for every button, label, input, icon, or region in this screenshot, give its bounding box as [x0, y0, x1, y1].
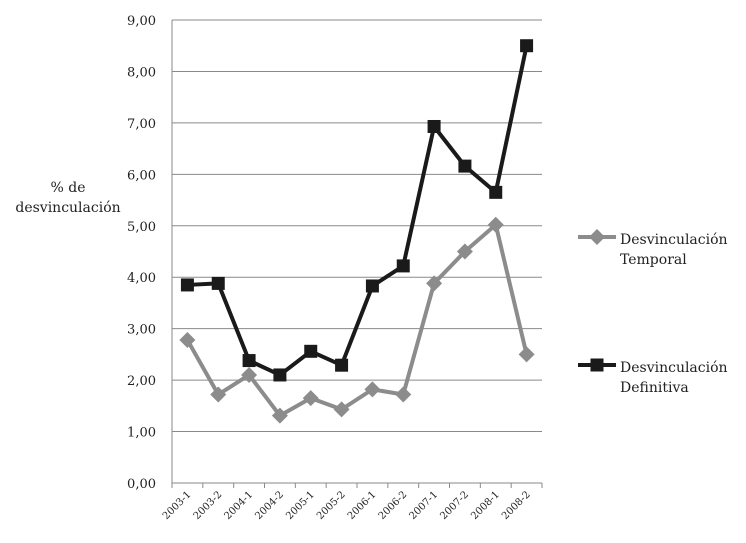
- y-tick-label: 4,00: [127, 271, 156, 286]
- data-point: [458, 159, 472, 173]
- data-point: [273, 368, 287, 382]
- x-tick-label: 2008-2: [500, 489, 533, 522]
- legend-marker: [590, 358, 604, 372]
- data-point: [489, 185, 503, 199]
- x-tick-label: 2003-2: [192, 489, 225, 522]
- x-tick-label: 2008-1: [469, 489, 502, 522]
- legend-label-line: Temporal: [620, 252, 687, 268]
- data-point: [241, 366, 258, 383]
- data-point: [304, 344, 318, 358]
- x-tick-label: 2005-2: [315, 489, 348, 522]
- data-point: [518, 346, 535, 363]
- data-point: [395, 386, 412, 403]
- y-axis-label: % de desvinculación: [15, 180, 120, 216]
- x-tick-label: 2005-1: [284, 489, 317, 522]
- x-tick-label: 2003-1: [161, 489, 194, 522]
- data-point: [179, 331, 196, 348]
- data-point: [427, 119, 441, 133]
- data-point: [271, 407, 288, 424]
- data-point: [426, 275, 443, 292]
- y-axis-label-line: % de: [51, 180, 86, 196]
- legend-item-temporal: Desvinculación Temporal: [578, 229, 728, 268]
- data-point: [242, 354, 256, 368]
- x-tick-label: 2007-1: [408, 489, 441, 522]
- gridlines: [172, 19, 542, 484]
- data-point: [365, 279, 379, 293]
- data-point: [210, 386, 227, 403]
- data-point: [487, 216, 504, 233]
- series-group: [179, 39, 535, 424]
- data-point: [396, 259, 410, 273]
- y-tick-labels: 0,00 1,00 2,00 3,00 4,00 5,00 6,00 7,00 8,00 9,00: [127, 14, 156, 492]
- y-tick-label: 0,00: [127, 477, 156, 492]
- data-point: [456, 243, 473, 260]
- data-point: [335, 358, 349, 372]
- x-tick-label: 2004-2: [253, 489, 286, 522]
- y-axis-label-line: desvinculación: [15, 200, 120, 216]
- data-point: [302, 390, 319, 407]
- y-tick-label: 3,00: [127, 323, 156, 338]
- series-line: [187, 45, 529, 377]
- axes: [171, 20, 543, 488]
- legend-label-line: Desvinculación: [620, 360, 728, 376]
- y-tick-label: 2,00: [127, 374, 156, 389]
- legend-label-line: Definitiva: [620, 380, 689, 396]
- data-point: [520, 39, 534, 53]
- y-tick-label: 8,00: [127, 65, 156, 80]
- series-temporal: [179, 216, 535, 424]
- y-tick-label: 6,00: [127, 168, 156, 183]
- legend-item-definitiva: Desvinculación Definitiva: [578, 358, 728, 396]
- series-line: [185, 222, 529, 418]
- y-tick-label: 1,00: [127, 426, 156, 441]
- x-tick-label: 2006-2: [377, 489, 410, 522]
- data-point: [180, 278, 194, 292]
- x-tick-label: 2004-1: [223, 489, 256, 522]
- data-point: [364, 381, 381, 398]
- data-point: [211, 276, 225, 290]
- data-point: [333, 401, 350, 418]
- legend: Desvinculación Temporal Desvinculación Defi…: [578, 229, 728, 396]
- y-tick-label: 9,00: [127, 14, 156, 29]
- legend-marker: [589, 229, 605, 245]
- x-tick-label: 2007-2: [438, 489, 471, 522]
- x-tick-labels: 2003-12003-22004-12004-22005-12005-22006…: [161, 489, 533, 522]
- x-tick-label: 2006-1: [346, 489, 379, 522]
- y-tick-label: 7,00: [127, 117, 156, 132]
- y-tick-label: 5,00: [127, 220, 156, 235]
- legend-label-line: Desvinculación: [620, 232, 728, 248]
- series-definitiva: [180, 39, 534, 382]
